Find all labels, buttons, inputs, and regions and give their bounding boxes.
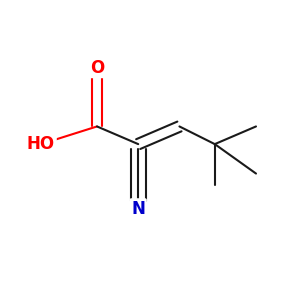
Text: N: N — [131, 200, 145, 218]
Text: HO: HO — [27, 135, 55, 153]
Text: O: O — [90, 58, 104, 76]
